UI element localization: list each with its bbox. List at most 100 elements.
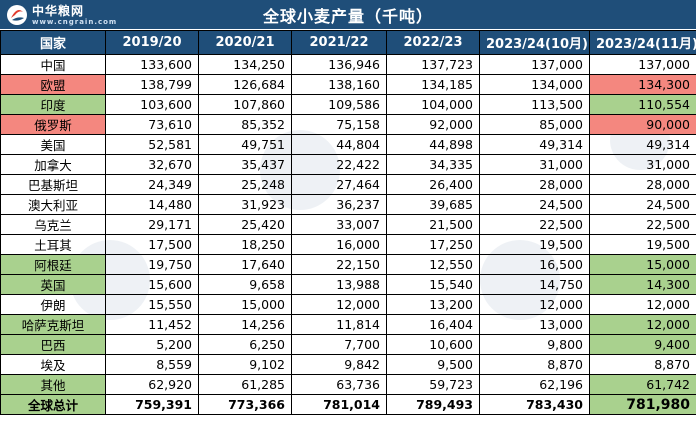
table-row: 英国 15,600 9,658 13,988 15,540 14,750 14,300 [0, 274, 696, 295]
country-cell: 欧盟 [0, 74, 106, 95]
value-cell: 137,723 [386, 54, 480, 75]
value-cell: 12,000 [479, 294, 590, 315]
value-cell: 104,000 [386, 94, 480, 115]
value-cell: 34,335 [386, 154, 480, 175]
value-cell: 62,920 [105, 374, 199, 395]
value-cell: 15,000 [589, 254, 696, 275]
table-row: 伊朗 15,550 15,000 12,000 13,200 12,000 12,000 [0, 294, 696, 315]
value-cell: 14,480 [105, 194, 199, 215]
value-cell: 110,554 [589, 94, 696, 115]
column-header: 2022/23 [386, 30, 480, 55]
column-header: 国家 [0, 30, 106, 55]
value-cell: 11,814 [291, 314, 387, 335]
value-cell: 15,540 [386, 274, 480, 295]
value-cell: 62,196 [479, 374, 590, 395]
country-cell: 阿根廷 [0, 254, 106, 275]
value-cell: 14,300 [589, 274, 696, 295]
site-logo: 中华粮网 www.cngrain.com [6, 4, 117, 26]
country-cell: 印度 [0, 94, 106, 115]
value-cell: 90,000 [589, 114, 696, 135]
table-row: 埃及 8,559 9,102 9,842 9,500 8,870 8,870 [0, 354, 696, 375]
column-header: 2020/21 [198, 30, 292, 55]
country-cell: 加拿大 [0, 154, 106, 175]
value-cell: 63,736 [291, 374, 387, 395]
column-header: 2019/20 [105, 30, 199, 55]
value-cell: 13,988 [291, 274, 387, 295]
value-cell: 73,610 [105, 114, 199, 135]
value-cell: 13,000 [479, 314, 590, 335]
value-cell: 12,000 [589, 314, 696, 335]
value-cell: 14,750 [479, 274, 590, 295]
value-cell: 52,581 [105, 134, 199, 155]
country-cell: 伊朗 [0, 294, 106, 315]
value-cell: 134,000 [479, 74, 590, 95]
table-row: 加拿大 32,670 35,437 22,422 34,335 31,000 31,000 [0, 154, 696, 175]
total-row: 全球总计 759,391 773,366 781,014 789,493 783,430 7… [0, 394, 696, 415]
value-cell: 44,898 [386, 134, 480, 155]
value-cell: 16,500 [479, 254, 590, 275]
value-cell: 759,391 [105, 394, 199, 415]
page-title: 全球小麦产量（千吨） [262, 6, 433, 26]
value-cell: 136,946 [291, 54, 387, 75]
country-cell: 英国 [0, 274, 106, 295]
value-cell: 25,420 [198, 214, 292, 235]
value-cell: 16,404 [386, 314, 480, 335]
value-cell: 21,500 [386, 214, 480, 235]
value-cell: 31,000 [589, 154, 696, 175]
value-cell: 92,000 [386, 114, 480, 135]
value-cell: 22,422 [291, 154, 387, 175]
value-cell: 24,500 [589, 194, 696, 215]
table-row: 巴西 5,200 6,250 7,700 10,600 9,800 9,400 [0, 334, 696, 355]
country-cell: 巴基斯坦 [0, 174, 106, 195]
value-cell: 13,200 [386, 294, 480, 315]
value-cell: 26,400 [386, 174, 480, 195]
value-cell: 19,750 [105, 254, 199, 275]
value-cell: 10,600 [386, 334, 480, 355]
value-cell: 137,000 [479, 54, 590, 75]
value-cell: 27,464 [291, 174, 387, 195]
country-cell: 埃及 [0, 354, 106, 375]
grain-logo-icon [7, 5, 27, 25]
value-cell: 7,700 [291, 334, 387, 355]
value-cell: 9,800 [479, 334, 590, 355]
value-cell: 12,550 [386, 254, 480, 275]
value-cell: 17,500 [105, 234, 199, 255]
table-row: 其他 62,920 61,285 63,736 59,723 62,196 61,742 [0, 374, 696, 395]
column-header: 2023/24(11月) [589, 30, 696, 55]
country-cell: 美国 [0, 134, 106, 155]
country-cell: 俄罗斯 [0, 114, 106, 135]
value-cell: 783,430 [479, 394, 590, 415]
wheat-production-table: 国家 2019/20 2020/21 2021/22 2022/23 2023/24(10… [0, 30, 696, 415]
value-cell: 36,237 [291, 194, 387, 215]
value-cell: 103,600 [105, 94, 199, 115]
value-cell: 781,980 [589, 394, 696, 415]
value-cell: 49,314 [589, 134, 696, 155]
value-cell: 24,500 [479, 194, 590, 215]
value-cell: 22,500 [479, 214, 590, 235]
country-cell: 哈萨克斯坦 [0, 314, 106, 335]
value-cell: 5,200 [105, 334, 199, 355]
value-cell: 17,250 [386, 234, 480, 255]
country-cell: 澳大利亚 [0, 194, 106, 215]
value-cell: 8,870 [589, 354, 696, 375]
value-cell: 25,248 [198, 174, 292, 195]
value-cell: 9,500 [386, 354, 480, 375]
country-cell: 乌克兰 [0, 214, 106, 235]
table-row: 俄罗斯 73,610 85,352 75,158 92,000 85,000 90,000 [0, 114, 696, 135]
header-row: 国家 2019/20 2020/21 2021/22 2022/23 2023/24(10… [0, 30, 696, 55]
table-row: 澳大利亚 14,480 31,923 36,237 39,685 24,500 24,500 [0, 194, 696, 215]
value-cell: 35,437 [198, 154, 292, 175]
value-cell: 32,670 [105, 154, 199, 175]
value-cell: 19,500 [479, 234, 590, 255]
value-cell: 134,250 [198, 54, 292, 75]
column-header: 2021/22 [291, 30, 387, 55]
value-cell: 33,007 [291, 214, 387, 235]
value-cell: 29,171 [105, 214, 199, 235]
value-cell: 16,000 [291, 234, 387, 255]
country-cell: 土耳其 [0, 234, 106, 255]
value-cell: 15,000 [198, 294, 292, 315]
value-cell: 773,366 [198, 394, 292, 415]
value-cell: 134,185 [386, 74, 480, 95]
value-cell: 49,751 [198, 134, 292, 155]
